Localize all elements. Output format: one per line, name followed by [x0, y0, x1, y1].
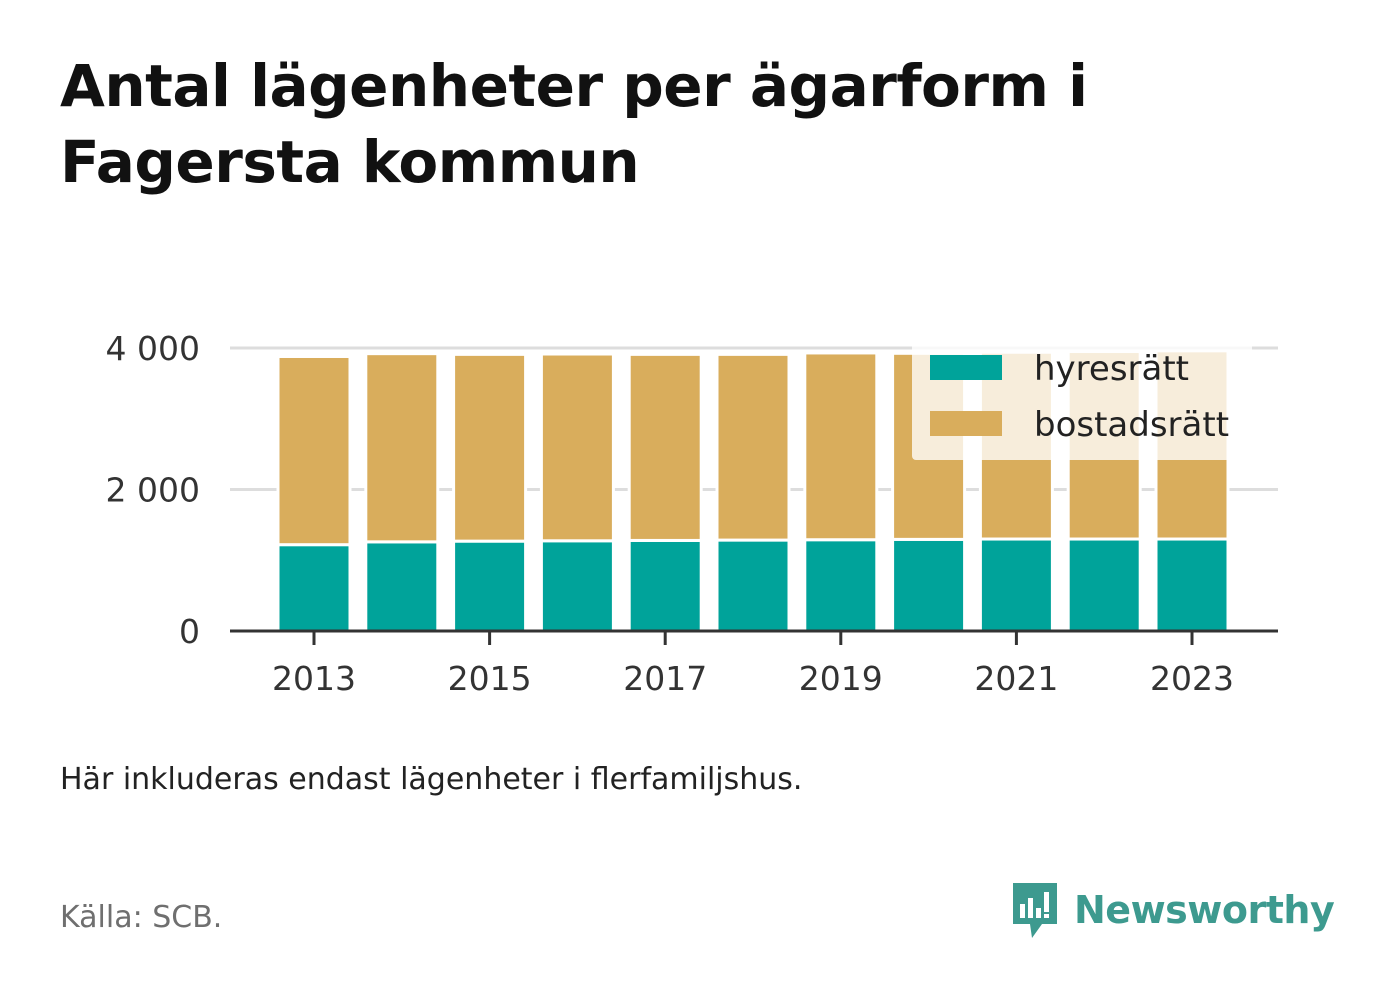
legend-swatch — [930, 411, 1002, 436]
x-tick-label: 2013 — [272, 659, 356, 698]
x-tick-label: 2019 — [799, 659, 883, 698]
y-tick-label: 4 000 — [106, 329, 200, 368]
bar-bostadsratt-2014 — [364, 352, 440, 544]
legend: hyresrätt bostadsrätt — [912, 340, 1252, 460]
bar-bostadsratt-2016 — [539, 352, 615, 543]
x-tick-label: 2021 — [974, 659, 1058, 698]
bar-hyresratt-2016 — [539, 539, 615, 633]
brand-logo: Newsworthy — [1010, 878, 1335, 942]
chart-note: Här inkluderas endast lägenheter i flerf… — [60, 762, 803, 797]
bar-bostadsratt-2018 — [715, 352, 791, 542]
newsworthy-logo-icon — [1013, 883, 1057, 938]
bar-bostadsratt-2017 — [627, 352, 703, 542]
bar-bostadsratt-2019 — [803, 351, 879, 542]
axes: 0 2 000 4 000 2013 2015 2017 2019 2021 2023 — [106, 329, 1278, 698]
bar-bostadsratt-2013 — [276, 354, 352, 547]
brand-name: Newsworthy — [1074, 888, 1335, 932]
legend-label: bostadsrätt — [1034, 405, 1229, 445]
bar-hyresratt-2017 — [627, 538, 703, 633]
bar-hyresratt-2023 — [1154, 537, 1230, 633]
source-text: Källa: SCB. — [60, 900, 223, 935]
bar-hyresratt-2018 — [715, 538, 791, 633]
bar-hyresratt-2013 — [276, 543, 352, 633]
x-tick-label: 2015 — [448, 659, 532, 698]
chart-title: Antal lägenheter per ägarform i Fagersta… — [60, 52, 1088, 196]
bar-hyresratt-2019 — [803, 538, 879, 633]
bar-hyresratt-2021 — [978, 537, 1054, 633]
bar-hyresratt-2015 — [452, 539, 528, 633]
x-tick-label: 2023 — [1150, 659, 1234, 698]
bar-hyresratt-2022 — [1066, 537, 1142, 633]
y-tick-label: 2 000 — [106, 471, 200, 510]
legend-swatch — [930, 355, 1002, 380]
x-tick-label: 2017 — [623, 659, 707, 698]
bar-hyresratt-2014 — [364, 540, 440, 633]
bar-bostadsratt-2015 — [452, 352, 528, 543]
legend-label: hyresrätt — [1034, 349, 1189, 389]
bar-hyresratt-2020 — [891, 537, 967, 633]
y-tick-label: 0 — [179, 612, 200, 651]
